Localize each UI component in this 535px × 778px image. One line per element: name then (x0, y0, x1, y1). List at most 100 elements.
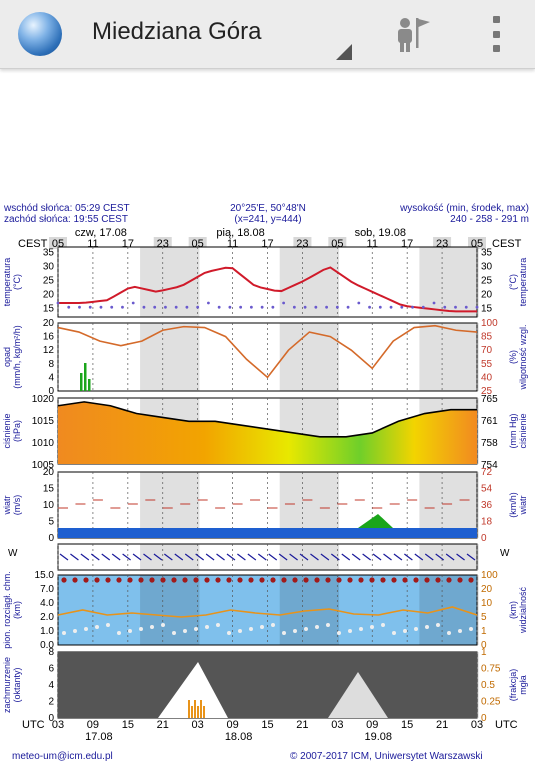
cloud-base-dot (237, 577, 243, 583)
dewpoint-dot (121, 305, 124, 309)
dewpoint-dot (335, 305, 339, 309)
wind-arrow (257, 553, 267, 561)
dropdown-triangle-icon[interactable] (336, 44, 352, 60)
dewpoint-dot (389, 305, 393, 309)
fog-bar (191, 706, 193, 718)
temp-tick: 25 (43, 276, 55, 287)
night-band (419, 323, 479, 391)
cloud-base-dot (347, 577, 353, 583)
vis-dot (249, 627, 253, 631)
vis-tick-right: 20 (481, 584, 493, 595)
right-panel-label: temperatura (518, 258, 528, 307)
humidity-tick: 85 (481, 332, 493, 343)
wind-arrow (289, 553, 298, 561)
cloud-gap (328, 672, 388, 718)
hour-cell (258, 237, 277, 249)
dewpoint-dot (421, 305, 425, 309)
right-panel-label: (°C) (508, 274, 518, 290)
vis-dot (392, 631, 396, 635)
wind-tick: 20 (43, 467, 55, 478)
vis-dot (414, 627, 418, 631)
vis-dot (403, 629, 407, 633)
bottom-hour-label: 03 (471, 719, 483, 731)
bottom-hour-label: 15 (261, 719, 273, 731)
cloud-cover-area (58, 652, 477, 718)
bottom-tz-label-right: UTC (495, 719, 518, 731)
pressure-line (57, 401, 477, 438)
humidity-tick: 25 (481, 386, 493, 397)
dewpoint-dot (174, 305, 178, 309)
wind-arrow (247, 553, 257, 561)
vis-dot (216, 623, 220, 627)
vis-dot (469, 627, 473, 631)
dewpoint-dot (282, 301, 286, 305)
humidity-tick: 40 (481, 372, 493, 383)
bottom-hour-label: 21 (157, 719, 169, 731)
app-bar: Miedziana Góra (0, 0, 535, 69)
wind-arrow (320, 553, 330, 561)
hour-cell (433, 237, 452, 249)
right-panel-label: (mm Hg) (508, 414, 518, 449)
dewpoint-dot (368, 305, 371, 309)
cloud-gap (158, 662, 228, 718)
precip-tick: 0 (48, 386, 54, 397)
left-panel-label: ciśnienie (2, 413, 12, 448)
wind-arrow (184, 553, 194, 561)
wind-arrow (372, 553, 382, 561)
bottom-hour-label: 03 (331, 719, 343, 731)
vis-dot (84, 627, 88, 631)
vis-tick: 1.0 (40, 626, 54, 637)
email-link[interactable]: meteo-um@icm.edu.pl (12, 751, 113, 762)
wind-arrow (466, 553, 476, 561)
cloud-base-dot (61, 577, 67, 583)
right-panel-label: wiatr (518, 495, 528, 515)
wind-arrow (195, 553, 205, 561)
pressure-tick-right: 761 (481, 416, 498, 427)
wind-arrow (90, 553, 100, 561)
dewpoint-dot (207, 301, 210, 305)
right-panel-label: mgła (518, 675, 528, 695)
night-band (279, 544, 340, 570)
pressure-tick: 1015 (32, 416, 55, 427)
bottom-tz-label: UTC (22, 719, 45, 731)
globe-logo-icon[interactable] (18, 12, 62, 56)
temp-tick: 20 (43, 290, 55, 301)
wind-arrow (330, 553, 340, 561)
precip-bar (84, 363, 87, 391)
wind-area (58, 528, 477, 538)
pressure-tick: 1020 (32, 394, 55, 405)
wind-arrow (341, 553, 351, 561)
wind-arrow (70, 553, 79, 561)
humidity-tick: 70 (481, 345, 493, 356)
hour-cell (293, 237, 312, 249)
person-flag-icon[interactable] (392, 14, 432, 54)
wind-arrow (299, 553, 309, 561)
sunset-text: zachód słońca: 19:55 CEST (4, 214, 128, 225)
dewpoint-dot (249, 305, 253, 309)
cloud-tick: 4 (48, 680, 54, 691)
dewpoint-dot (88, 305, 92, 309)
night-band (279, 247, 340, 317)
bottom-hour-label: 15 (401, 719, 413, 731)
bottom-hour-label: 21 (296, 719, 308, 731)
left-panel-label: pion. rozciągł. chm. (2, 571, 12, 649)
dewpoint-dot (378, 305, 382, 309)
dewpoint-dot (260, 305, 264, 309)
vis-dot (128, 629, 132, 633)
temp-tick: 30 (43, 262, 55, 273)
overflow-menu-icon[interactable] (486, 16, 506, 52)
cloud-base-dot (83, 577, 89, 583)
cloud-base-dot (160, 577, 166, 583)
wind-tick: 15 (43, 484, 55, 495)
dewpoint-dot (292, 305, 296, 309)
vis-dot (337, 631, 341, 635)
cloud-base-dot (248, 577, 254, 583)
fog-bar (200, 700, 202, 718)
night-band (279, 472, 340, 538)
wind-arrow (351, 553, 361, 561)
dewpoint-dot (164, 305, 167, 309)
coords-text: 20°25'E, 50°48'N (230, 203, 306, 214)
location-title[interactable]: Miedziana Góra (92, 18, 262, 45)
fog-tick: 0.5 (481, 680, 495, 691)
copyright-text: © 2007-2017 ICM, Uniwersytet Warszawski (290, 751, 483, 762)
